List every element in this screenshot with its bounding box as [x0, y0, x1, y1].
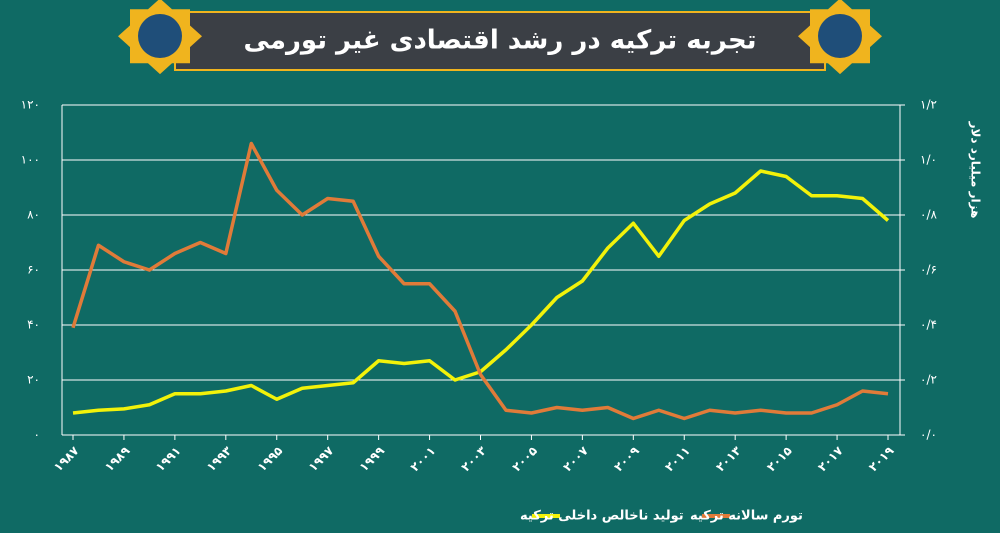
legend-label: تولید ناخالص داخلی ترکیه: [520, 509, 684, 524]
y-tick-label: ۱۲۰: [21, 98, 40, 112]
y2-tick-label: ۱/۲: [920, 98, 937, 112]
y-tick-label: ۴۰: [27, 318, 40, 332]
y2-tick-label: ۰/۰: [920, 428, 937, 442]
y2-tick-label: ۰/۴: [920, 318, 937, 332]
title-banner: [174, 11, 826, 71]
y-tick-label: ۲۰: [27, 373, 40, 387]
star-right: [798, 0, 882, 75]
legend-label: تورم سالانه ترکیه: [690, 509, 803, 524]
y2-tick-label: ۱/۰: [920, 153, 937, 167]
y-tick-label: ۶۰: [27, 263, 40, 277]
y-tick-label: ۸۰: [27, 208, 40, 222]
y2-axis-label: هزار میلیارد دلار: [969, 121, 983, 219]
chart-title: تجربه ترکیه در رشد اقتصادی غیر تورمی: [244, 26, 757, 56]
y2-tick-label: ۰/۲: [920, 373, 937, 387]
y-tick-label: ۰: [34, 428, 40, 442]
y2-tick-label: ۰/۸: [920, 208, 937, 222]
series-line: [71, 141, 889, 421]
y2-tick-label: ۰/۶: [920, 263, 937, 277]
y-tick-label: ۱۰۰: [21, 153, 40, 167]
star-left: [118, 0, 202, 75]
